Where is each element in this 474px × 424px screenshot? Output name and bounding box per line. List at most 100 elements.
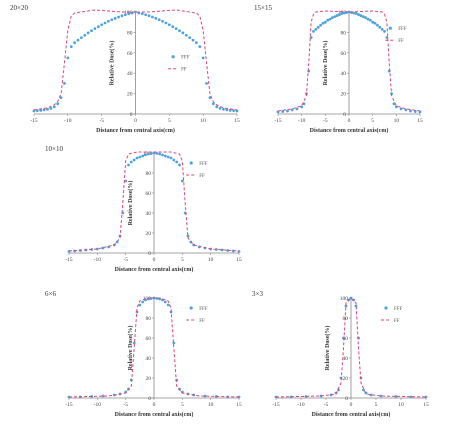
series-fff-point <box>214 248 218 251</box>
y-tick-label: 60 <box>146 191 152 197</box>
field-size-label: 15×15 <box>254 4 272 12</box>
x-tick-label: 10 <box>200 118 206 124</box>
series-fff-point <box>175 160 179 164</box>
y-axis-label: Relative Dose(%) <box>324 326 331 371</box>
series-fff-point <box>342 11 346 15</box>
legend-label: FFF <box>199 162 208 167</box>
series-fff-point <box>404 108 408 112</box>
series-fff-point <box>132 158 136 162</box>
series-fff-point <box>188 36 192 40</box>
series-fff-point <box>158 152 162 156</box>
y-tick-label: 20 <box>127 92 133 98</box>
x-axis-label: Distance from central axis(cm) <box>115 411 194 418</box>
series-fff-point <box>380 27 384 31</box>
series-fff-point <box>138 303 142 307</box>
x-tick-label: 0 <box>134 118 137 124</box>
series-fff-point <box>379 394 383 398</box>
legend-label: FF <box>181 68 187 73</box>
series-fff-point <box>376 23 379 27</box>
series-ff-line <box>33 9 238 111</box>
series-fff-point <box>178 29 181 33</box>
x-tick-label: 5 <box>168 118 171 124</box>
legend-label: FFF <box>398 27 407 32</box>
legend-fff-swatch <box>384 306 388 310</box>
x-tick-label: 15 <box>236 257 242 263</box>
legend-label: FF <box>199 174 205 179</box>
series-fff-point <box>215 105 219 109</box>
series-fff-point <box>354 12 358 15</box>
x-tick-label: -10 <box>94 402 102 408</box>
x-tick-label: 10 <box>208 257 214 263</box>
field-size-label: 3×3 <box>252 290 263 298</box>
field-size-label: 20×20 <box>10 4 28 12</box>
series-fff-point <box>186 234 190 238</box>
y-tick-label: 80 <box>146 316 152 322</box>
series-fff-point <box>184 33 188 37</box>
series-fff-point <box>359 14 363 17</box>
y-tick-label: 60 <box>341 51 347 57</box>
series-fff-point <box>93 27 97 31</box>
series-fff-point <box>326 18 330 22</box>
y-tick-label: 40 <box>146 211 152 217</box>
y-tick-label: 0 <box>130 112 133 118</box>
series-fff-point <box>63 82 66 85</box>
x-tick-label: -15 <box>65 257 73 263</box>
series-fff-point <box>154 16 158 20</box>
series-fff-point <box>134 10 137 14</box>
series-fff-point <box>195 41 198 45</box>
series-fff-point <box>228 108 232 112</box>
x-tick-label: -5 <box>323 118 328 124</box>
series-fff-point <box>127 12 131 16</box>
series-fff-point <box>413 110 417 113</box>
series-fff-point <box>167 23 171 27</box>
series-fff-point <box>321 21 325 25</box>
series-fff-point <box>424 395 428 399</box>
series-fff-point <box>39 108 43 112</box>
series-fff-point <box>205 82 208 85</box>
x-tick-label: 5 <box>181 257 184 263</box>
series-fff-point <box>344 304 348 308</box>
series-fff-point <box>335 14 339 17</box>
series-fff-point <box>141 300 145 304</box>
series-fff-point <box>151 15 154 19</box>
x-axis-label: Distance from central axis(cm) <box>312 411 391 418</box>
series-fff-point <box>338 13 341 16</box>
x-tick-label: -15 <box>274 118 282 124</box>
series-fff-point <box>155 297 159 300</box>
chart-panel-3x3: -15 -10 -5 0 5 10 15 0 20 40 60 80 100 Distance from … <box>250 290 430 420</box>
y-tick-label: 40 <box>343 356 349 362</box>
series-fff-point <box>90 29 93 33</box>
y-tick-label: 20 <box>146 231 152 237</box>
series-fff-point <box>225 108 229 112</box>
chart-panel-6x6: -15 -10 -5 0 5 10 15 0 20 40 60 80 100 Distance from … <box>43 290 243 420</box>
y-tick-label: 0 <box>343 112 346 118</box>
x-tick-label: -5 <box>123 402 128 408</box>
series-fff-point <box>328 17 332 21</box>
series-fff-point <box>368 18 372 22</box>
x-tick-label: -5 <box>324 402 329 408</box>
series-fff-point <box>378 25 382 29</box>
series-fff-point <box>211 102 215 106</box>
series-fff-point <box>46 107 49 111</box>
series-fff-point <box>79 36 83 40</box>
series-fff-point <box>69 45 73 49</box>
y-tick-label: 0 <box>148 251 151 257</box>
series-fff-point <box>169 156 173 160</box>
field-size-label: 10×10 <box>45 145 63 153</box>
y-tick-label: 0 <box>148 396 151 402</box>
series-fff-point <box>166 155 170 159</box>
series-fff-point <box>385 36 389 39</box>
series-fff-point <box>42 108 46 112</box>
series-fff-point <box>394 105 398 109</box>
series-fff-point <box>286 109 289 113</box>
x-tick-label: 10 <box>394 118 400 124</box>
y-tick-label: 20 <box>341 92 347 98</box>
x-tick-label: 5 <box>371 118 374 124</box>
x-tick-label: 0 <box>348 118 351 124</box>
y-tick-label: 80 <box>146 171 152 177</box>
series-fff-point <box>147 14 151 18</box>
